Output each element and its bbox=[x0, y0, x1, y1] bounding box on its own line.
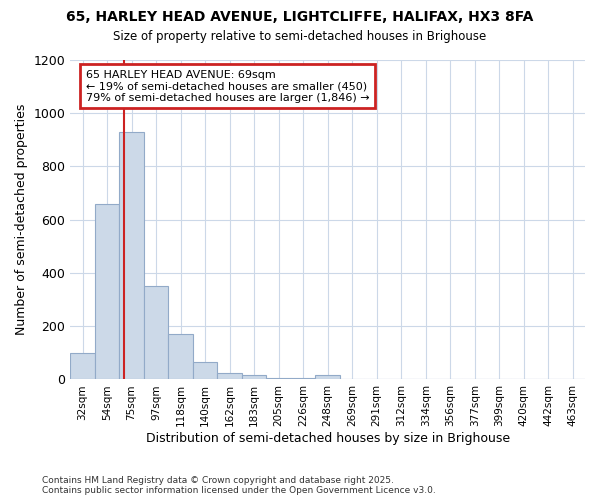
Bar bbox=[144, 286, 169, 380]
Bar bbox=[291, 378, 316, 380]
Text: Contains HM Land Registry data © Crown copyright and database right 2025.
Contai: Contains HM Land Registry data © Crown c… bbox=[42, 476, 436, 495]
Bar bbox=[242, 374, 266, 380]
Bar bbox=[217, 373, 242, 380]
X-axis label: Distribution of semi-detached houses by size in Brighouse: Distribution of semi-detached houses by … bbox=[146, 432, 510, 445]
Bar bbox=[119, 132, 144, 380]
Bar bbox=[316, 376, 340, 380]
Bar bbox=[95, 204, 119, 380]
Y-axis label: Number of semi-detached properties: Number of semi-detached properties bbox=[15, 104, 28, 336]
Bar bbox=[169, 334, 193, 380]
Bar bbox=[193, 362, 217, 380]
Text: 65 HARLEY HEAD AVENUE: 69sqm
← 19% of semi-detached houses are smaller (450)
79%: 65 HARLEY HEAD AVENUE: 69sqm ← 19% of se… bbox=[86, 70, 370, 103]
Bar bbox=[70, 353, 95, 380]
Text: Size of property relative to semi-detached houses in Brighouse: Size of property relative to semi-detach… bbox=[113, 30, 487, 43]
Text: 65, HARLEY HEAD AVENUE, LIGHTCLIFFE, HALIFAX, HX3 8FA: 65, HARLEY HEAD AVENUE, LIGHTCLIFFE, HAL… bbox=[67, 10, 533, 24]
Bar bbox=[266, 378, 291, 380]
